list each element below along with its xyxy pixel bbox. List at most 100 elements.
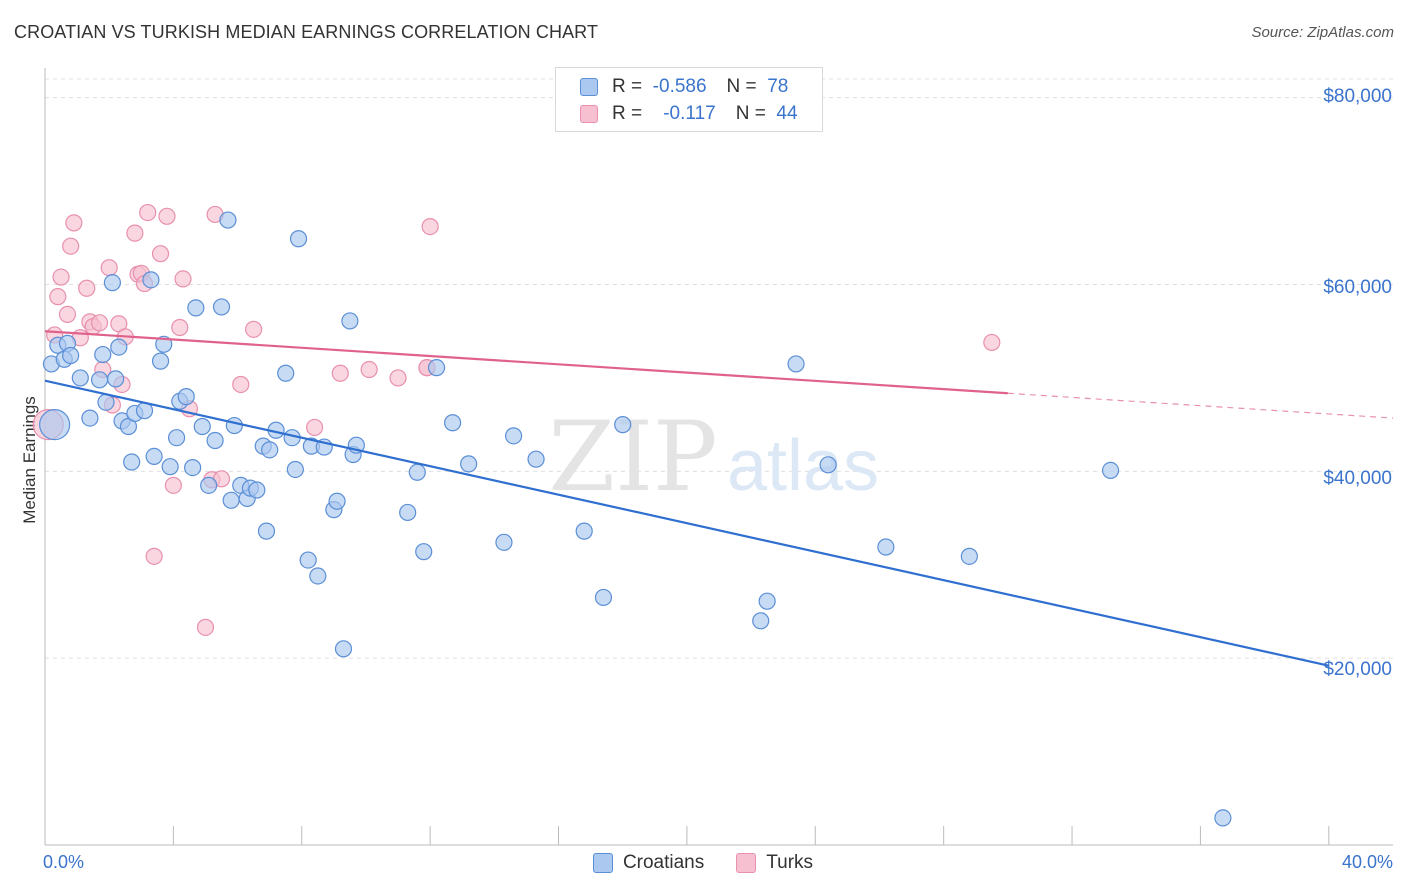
trend-line-turks bbox=[44, 330, 1008, 395]
legend-swatch-turks bbox=[736, 853, 757, 873]
croatian-point bbox=[39, 409, 71, 441]
croatian-point bbox=[1214, 809, 1232, 827]
turk-point bbox=[232, 375, 250, 394]
croatian-point bbox=[286, 460, 304, 479]
croatian-point bbox=[225, 416, 243, 435]
croatian-point bbox=[341, 312, 359, 330]
y-tick-label-40k: $40,000 bbox=[1323, 468, 1392, 489]
gridlines bbox=[45, 78, 1393, 659]
croatian-point bbox=[167, 429, 186, 447]
turks-points bbox=[32, 203, 1001, 636]
legend-n-label: N = bbox=[726, 76, 757, 97]
croatian-point bbox=[752, 612, 770, 630]
turk-point bbox=[983, 333, 1001, 352]
x-tick-label-max: 40.0% bbox=[1341, 852, 1393, 872]
croatian-point bbox=[103, 274, 122, 292]
croatian-point bbox=[107, 370, 125, 388]
turk-point bbox=[139, 203, 157, 222]
turk-point bbox=[90, 314, 109, 332]
croatian-point bbox=[145, 447, 163, 465]
turk-point bbox=[49, 288, 67, 306]
croatian-point bbox=[123, 453, 141, 471]
stats-legend: R = -0.586 N = 78 R = -0.117 N = 44 bbox=[555, 67, 823, 132]
turk-point bbox=[171, 318, 189, 337]
turk-point bbox=[421, 217, 439, 236]
croatian-point bbox=[184, 459, 202, 477]
croatian-point bbox=[758, 592, 776, 610]
series-legend: Croatians Turks bbox=[0, 852, 1406, 874]
croatian-point bbox=[257, 522, 276, 540]
source-credit: Source: ZipAtlas.com bbox=[1251, 24, 1394, 41]
croatian-point bbox=[614, 416, 632, 434]
turk-point bbox=[78, 279, 96, 297]
croatian-point bbox=[328, 492, 346, 510]
croatian-point bbox=[787, 355, 805, 373]
legend-swatch-croatians bbox=[580, 78, 598, 96]
croatian-point bbox=[399, 503, 417, 522]
axes bbox=[44, 68, 1393, 846]
croatian-point bbox=[1101, 461, 1120, 480]
turk-point bbox=[65, 214, 83, 232]
croatian-point bbox=[495, 533, 513, 551]
legend-n-label: N = bbox=[735, 103, 766, 124]
turk-point bbox=[52, 268, 70, 286]
legend-r-value: -0.117 bbox=[663, 103, 716, 124]
croatian-point bbox=[206, 431, 224, 450]
croatian-point bbox=[299, 551, 317, 569]
croatian-point bbox=[193, 417, 211, 436]
turk-point bbox=[174, 270, 192, 288]
legend-swatch-turks bbox=[580, 105, 598, 123]
legend-swatch-croatians bbox=[592, 853, 613, 873]
legend-r-label: R = bbox=[612, 76, 643, 97]
croatian-point bbox=[200, 476, 218, 494]
croatian-point bbox=[415, 543, 433, 561]
croatian-point bbox=[575, 522, 593, 540]
watermark-zip: ZIP bbox=[548, 401, 717, 513]
croatian-point bbox=[277, 364, 295, 382]
legend-label-croatians: Croatians bbox=[622, 852, 705, 873]
croatian-point bbox=[261, 441, 279, 459]
y-tick-label-80k: $80,000 bbox=[1323, 86, 1392, 107]
croatians-points bbox=[39, 211, 1232, 827]
turk-point bbox=[62, 237, 80, 255]
croatian-point bbox=[877, 538, 895, 556]
croatian-point bbox=[187, 299, 205, 317]
legend-label-turks: Turks bbox=[766, 852, 814, 873]
turk-point bbox=[360, 360, 378, 379]
croatian-point bbox=[289, 230, 308, 248]
turk-point bbox=[164, 476, 182, 494]
turk-point bbox=[145, 547, 163, 565]
croatian-point bbox=[334, 640, 353, 658]
croatian-point bbox=[81, 409, 99, 427]
croatian-point bbox=[110, 338, 128, 356]
croatian-point bbox=[177, 388, 195, 406]
croatian-point bbox=[527, 450, 545, 468]
turk-point bbox=[196, 618, 215, 636]
croatian-point bbox=[504, 427, 523, 445]
trend-line-extension-turks bbox=[1007, 392, 1394, 419]
croatian-point bbox=[94, 345, 112, 364]
croatian-point bbox=[161, 458, 179, 476]
legend-r-label: R = bbox=[612, 103, 643, 124]
croatian-point bbox=[444, 414, 462, 432]
legend-row-croatians: R = -0.586 N = 78 bbox=[580, 74, 788, 100]
turk-point bbox=[331, 364, 349, 382]
croatian-point bbox=[248, 481, 266, 499]
y-tick-label-20k: $20,000 bbox=[1323, 659, 1392, 680]
croatian-point bbox=[151, 352, 170, 370]
turk-point bbox=[151, 245, 170, 263]
trend-lines bbox=[44, 330, 1394, 667]
croatian-point bbox=[309, 567, 327, 585]
turk-point bbox=[100, 259, 118, 277]
y-tick-label-60k: $60,000 bbox=[1323, 277, 1392, 298]
croatian-point bbox=[219, 211, 237, 229]
watermark-atlas: atlas bbox=[727, 426, 879, 506]
trend-line-croatians bbox=[44, 379, 1330, 667]
croatian-point bbox=[155, 335, 173, 353]
turk-point bbox=[158, 207, 176, 225]
croatian-point bbox=[408, 463, 426, 481]
croatian-point bbox=[460, 455, 478, 473]
croatian-point bbox=[222, 491, 240, 509]
legend-item-croatians: Croatians bbox=[592, 852, 705, 874]
